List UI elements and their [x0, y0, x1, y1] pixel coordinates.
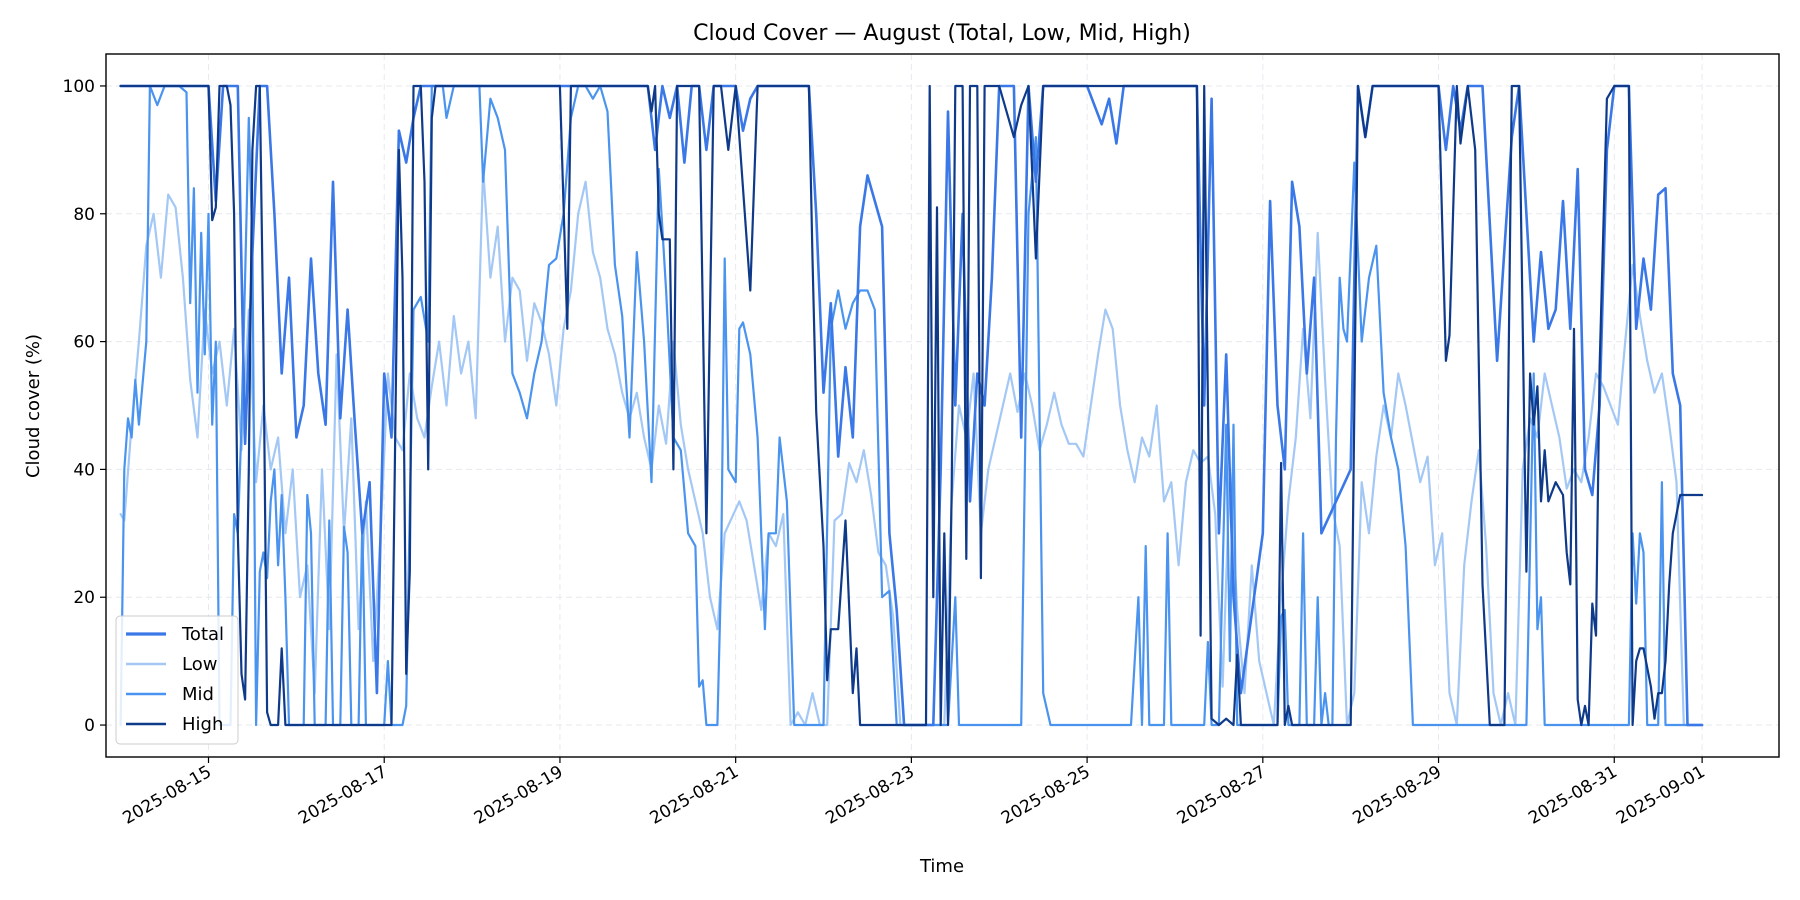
y-tick-label: 20 — [73, 588, 95, 608]
y-tick-label: 80 — [73, 205, 95, 225]
y-axis-title: Cloud cover (%) — [23, 334, 44, 478]
series-line-high — [119, 84, 1704, 727]
series-line-total — [119, 84, 1704, 727]
y-tick-label: 60 — [73, 333, 95, 353]
y-tick-label: 0 — [84, 716, 95, 736]
legend-label-low: Low — [182, 654, 217, 675]
legend-label-mid: Mid — [182, 684, 214, 705]
y-tick-label: 100 — [63, 77, 95, 97]
series-line-mid — [119, 84, 1704, 727]
y-axis-ticks: 0 20 40 60 80 100 — [63, 77, 106, 736]
y-tick-label: 40 — [73, 460, 95, 480]
x-axis-title: Time — [919, 856, 964, 877]
legend-box — [115, 615, 239, 745]
legend-label-high: High — [182, 714, 223, 735]
plot-frame — [105, 53, 1780, 758]
chart-title: Cloud Cover — August (Total, Low, Mid, H… — [693, 21, 1191, 46]
legend-label-total: Total — [181, 624, 224, 645]
legend: Total Low Mid High — [115, 615, 239, 745]
series-lines — [119, 84, 1704, 727]
